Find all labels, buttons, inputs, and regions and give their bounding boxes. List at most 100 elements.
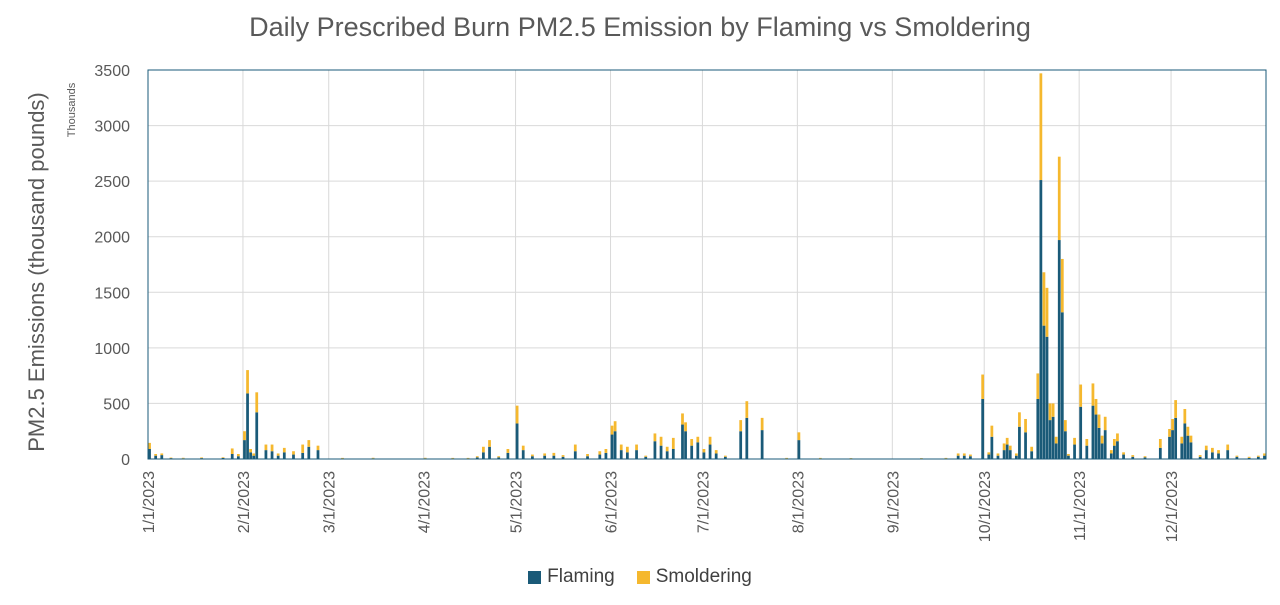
bar-flaming xyxy=(148,448,151,459)
y-tick-label: 3000 xyxy=(94,119,130,136)
bar-flaming xyxy=(1005,444,1009,459)
bar-smoldering xyxy=(521,445,525,451)
bar-flaming xyxy=(1008,450,1012,459)
bar-smoldering xyxy=(276,453,280,456)
y-tick-label: 0 xyxy=(121,452,130,469)
bar-smoldering xyxy=(482,446,485,453)
bar-smoldering xyxy=(543,453,547,456)
bar-smoldering xyxy=(1100,435,1104,444)
bar-flaming xyxy=(1067,455,1070,459)
bar-flaming xyxy=(653,441,657,459)
bar-smoldering xyxy=(1168,428,1171,437)
bar-smoldering xyxy=(1005,437,1009,445)
bar-flaming xyxy=(230,453,234,459)
x-tick-label: 1/1/2023 xyxy=(141,471,158,533)
bar-flaming xyxy=(797,440,801,459)
bar-flaming xyxy=(659,445,663,459)
bar-smoldering xyxy=(316,445,320,451)
bar-flaming xyxy=(696,442,700,459)
y-tick-label: 2000 xyxy=(94,230,130,247)
bar-smoldering xyxy=(246,370,249,394)
bar-flaming xyxy=(1158,447,1162,459)
bar-smoldering xyxy=(1174,400,1178,418)
bar-smoldering xyxy=(1122,452,1125,455)
legend-label-smoldering: Smoldering xyxy=(655,566,752,587)
x-tick-label: 5/1/2023 xyxy=(509,471,526,533)
bar-flaming xyxy=(723,456,727,459)
grid-lines xyxy=(148,69,1266,460)
bar-smoldering xyxy=(625,446,629,453)
bar-smoldering xyxy=(1060,258,1064,313)
bar-flaming xyxy=(482,452,485,459)
bar-flaming xyxy=(1198,456,1202,459)
bar-flaming xyxy=(996,455,1000,459)
bar-smoldering xyxy=(341,457,344,459)
bar-flaming xyxy=(1097,427,1101,459)
bar-flaming xyxy=(1103,430,1107,459)
chart-title: Daily Prescribed Burn PM2.5 Emission by … xyxy=(249,12,1031,42)
bar-flaming xyxy=(714,453,718,459)
bar-smoldering xyxy=(1014,453,1018,456)
bar-flaming xyxy=(665,451,669,459)
bar-smoldering xyxy=(644,455,648,457)
bar-flaming xyxy=(1100,443,1104,459)
bar-smoldering xyxy=(1094,398,1098,415)
bar-flaming xyxy=(625,452,629,459)
bar-flaming xyxy=(154,455,158,459)
bar-flaming xyxy=(1018,426,1021,459)
bar-smoldering xyxy=(552,452,556,456)
bar-smoldering xyxy=(282,447,286,453)
bar-smoldering xyxy=(1057,156,1061,241)
y-tick-label: 1000 xyxy=(94,341,130,358)
bar-flaming xyxy=(684,431,687,459)
bar-smoldering xyxy=(760,417,764,431)
bar-smoldering xyxy=(264,444,268,451)
bar-flaming xyxy=(1073,444,1076,459)
bar-smoldering xyxy=(604,448,608,453)
bar-smoldering xyxy=(653,433,657,442)
bar-smoldering xyxy=(243,431,246,441)
bar-smoldering xyxy=(714,450,718,454)
bar-flaming xyxy=(619,450,623,459)
x-tick-label: 10/1/2023 xyxy=(977,471,994,542)
bar-flaming xyxy=(604,452,608,459)
bar-smoldering xyxy=(1045,287,1049,337)
bar-smoldering xyxy=(1079,384,1083,407)
bar-smoldering xyxy=(371,457,375,459)
legend-label-flaming: Flaming xyxy=(547,566,615,587)
bar-smoldering xyxy=(659,436,663,446)
bar-flaming xyxy=(246,393,249,459)
bar-smoldering xyxy=(160,453,164,456)
bar-flaming xyxy=(987,454,991,459)
bar-flaming xyxy=(1030,451,1034,459)
bar-smoldering xyxy=(307,440,311,447)
bar-smoldering xyxy=(708,436,712,445)
bar-flaming xyxy=(160,455,164,459)
bar-smoldering xyxy=(148,442,151,449)
bar-flaming xyxy=(1174,417,1178,459)
bar-smoldering xyxy=(230,448,234,454)
bar-smoldering xyxy=(684,422,687,432)
bar-flaming xyxy=(635,450,638,459)
bar-smoldering xyxy=(1018,412,1021,427)
bar-smoldering xyxy=(996,453,1000,456)
bar-flaming xyxy=(1054,443,1058,459)
bar-flaming xyxy=(1116,441,1119,459)
bar-flaming xyxy=(739,431,743,459)
bar-smoldering xyxy=(962,453,966,456)
bar-flaming xyxy=(1085,445,1089,459)
bar-flaming xyxy=(1051,416,1055,459)
bar-flaming xyxy=(644,456,648,459)
bar-flaming xyxy=(1024,432,1027,459)
bar-flaming xyxy=(249,452,252,459)
bar-flaming xyxy=(760,430,764,459)
bar-flaming xyxy=(301,452,305,459)
bar-smoldering xyxy=(969,454,972,457)
bar-smoldering xyxy=(723,455,727,457)
bar-smoldering xyxy=(1109,450,1113,454)
bar-smoldering xyxy=(696,436,700,443)
bar-flaming xyxy=(1109,453,1113,459)
bar-smoldering xyxy=(1051,403,1055,417)
bar-smoldering xyxy=(987,452,991,455)
bar-flaming xyxy=(1168,436,1171,459)
